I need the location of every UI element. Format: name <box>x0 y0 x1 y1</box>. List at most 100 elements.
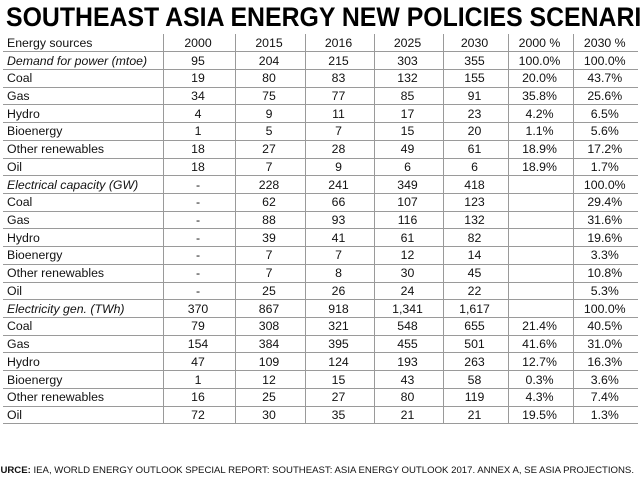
table-cell: 116 <box>374 211 444 230</box>
table-cell: 3.6% <box>573 370 638 389</box>
table-cell: 39 <box>235 228 306 248</box>
table-cell: 15 <box>374 122 444 141</box>
table-cell <box>508 175 574 194</box>
table-cell <box>508 264 574 283</box>
table-cell: 321 <box>305 317 375 336</box>
table-cell: 16.3% <box>573 352 638 372</box>
column-header: 2025 <box>374 34 444 53</box>
table-cell: 83 <box>305 69 375 88</box>
table-cell: 25.6% <box>573 87 638 106</box>
table-cell: 62 <box>235 193 306 212</box>
table-cell: - <box>163 264 236 283</box>
table-cell: 1.7% <box>573 158 638 177</box>
table-cell: 12.7% <box>508 352 574 372</box>
table-cell: 21 <box>443 406 509 425</box>
table-cell: 9 <box>305 158 375 177</box>
row-label: Hydro <box>3 104 164 124</box>
table-cell: 6 <box>443 158 509 177</box>
table-cell: 25 <box>235 282 306 301</box>
table-cell: 47 <box>163 352 236 372</box>
table-cell: 25 <box>235 388 306 407</box>
column-header: 2015 <box>235 34 306 53</box>
row-label: Coal <box>3 317 164 336</box>
table-cell <box>508 246 574 265</box>
table-cell: 21.4% <box>508 317 574 336</box>
table-cell <box>508 211 574 230</box>
table-cell: 1.1% <box>508 122 574 141</box>
table-cell: 100.0% <box>573 51 638 70</box>
source-label: SOURCE: <box>0 465 31 476</box>
table-cell: 228 <box>235 175 306 194</box>
table-row: Other renewables 18 27 28 49 61 18.9% 17.2% <box>3 140 638 159</box>
section-row: Demand for power (mtoe) 95 204 215 303 355 100… <box>3 51 638 70</box>
table-cell: 395 <box>305 335 375 354</box>
table-cell: 19.5% <box>508 406 574 425</box>
table-cell: 5 <box>235 122 306 141</box>
table-cell: 31.0% <box>573 335 638 354</box>
table-cell: 79 <box>163 317 236 336</box>
table-cell: 27 <box>305 388 375 407</box>
table-cell: 3.3% <box>573 246 638 265</box>
table-cell <box>508 299 574 318</box>
table-cell <box>508 193 574 212</box>
column-header: 2000 <box>163 34 236 53</box>
row-label: Hydro <box>3 352 164 372</box>
table-row: Gas 154 384 395 455 501 41.6% 31.0% <box>3 335 638 354</box>
table-cell: 241 <box>305 175 375 194</box>
table-cell: 41.6% <box>508 335 574 354</box>
table-body: Demand for power (mtoe) 95 204 215 303 355 100… <box>3 51 638 425</box>
table-cell: 1,341 <box>374 299 444 318</box>
table-row: Coal 19 80 83 132 155 20.0% 43.7% <box>3 69 638 88</box>
table-cell: 124 <box>305 352 375 372</box>
table-cell <box>508 228 574 248</box>
table-cell: 20.0% <box>508 69 574 88</box>
table-row: Bioenergy -7 7 12 14 3.3% <box>3 246 638 265</box>
table-cell: 21 <box>374 406 444 425</box>
table-cell: 41 <box>305 228 375 248</box>
table-cell: 72 <box>163 406 236 425</box>
table-cell: 35 <box>305 406 375 425</box>
table-cell: 8 <box>305 264 375 283</box>
table-cell: 29.4% <box>573 193 638 212</box>
table-cell: 119 <box>443 388 509 407</box>
table-cell: 215 <box>305 51 375 70</box>
table-cell: - <box>163 211 236 230</box>
table-cell: - <box>163 193 236 212</box>
table-cell: 10.8% <box>573 264 638 283</box>
table-row: Coal -62 66 107 123 29.4% <box>3 193 638 212</box>
table-cell: 75 <box>235 87 306 106</box>
table-cell: 80 <box>374 388 444 407</box>
table-cell: 95 <box>163 51 236 70</box>
table-row: Hydro 47 109 124 193 263 12.7% 16.3% <box>3 352 638 372</box>
table-cell: 7 <box>305 122 375 141</box>
table-cell: 14 <box>443 246 509 265</box>
table-row: Oil 72 30 35 21 21 19.5% 1.3% <box>3 406 638 425</box>
row-label: Coal <box>3 193 164 212</box>
table-row: Hydro -39 41 61 82 19.6% <box>3 228 638 248</box>
table-cell: 5.6% <box>573 122 638 141</box>
row-label: Bioenergy <box>3 370 164 389</box>
table-cell: 19.6% <box>573 228 638 248</box>
chart-title: SOUTHEAST ASIA ENERGY NEW POLICIES SCENA… <box>6 2 640 32</box>
table-cell: 23 <box>443 104 509 124</box>
table-row: Bioenergy 1 5 7 15 20 1.1% 5.6% <box>3 122 638 141</box>
table-cell: 12 <box>374 246 444 265</box>
table-cell: 7 <box>235 264 306 283</box>
row-label: Other renewables <box>3 388 164 407</box>
table-row: Other renewables -7 8 30 45 10.8% <box>3 264 638 283</box>
column-header: 2016 <box>305 34 375 53</box>
table-cell: 91 <box>443 87 509 106</box>
table-row: Bioenergy 1 12 15 43 58 0.3% 3.6% <box>3 370 638 389</box>
table-cell: 61 <box>443 140 509 159</box>
table-cell: 12 <box>235 370 306 389</box>
table-cell: - <box>163 282 236 301</box>
table-cell: 5.3% <box>573 282 638 301</box>
row-label: Gas <box>3 335 164 354</box>
table-cell: 24 <box>374 282 444 301</box>
table-cell: 204 <box>235 51 306 70</box>
source-note: SOURCE: IEA, WORLD ENERGY OUTLOOK SPECIA… <box>0 465 634 476</box>
table-cell: 49 <box>374 140 444 159</box>
table-cell: 7.4% <box>573 388 638 407</box>
table-cell: 80 <box>235 69 306 88</box>
